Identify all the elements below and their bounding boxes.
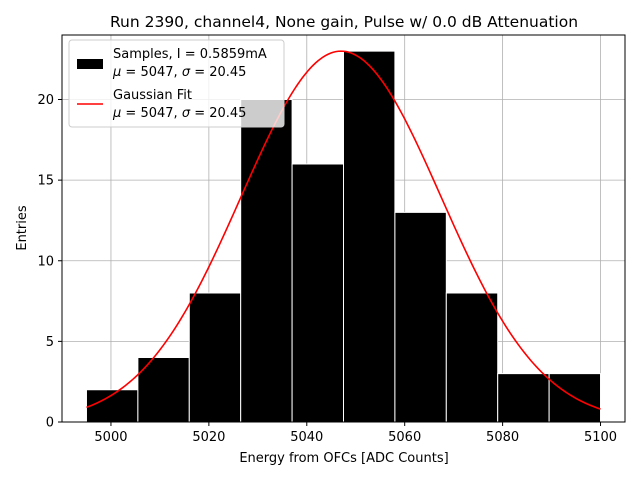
y-tick-label: 15 (37, 174, 54, 189)
histogram-bar (394, 211, 447, 423)
x-axis-label: Energy from OFCs [ADC Counts] (239, 451, 448, 466)
x-tick-label: 5060 (388, 430, 421, 445)
legend-fit-sigma-value: 20.45 (209, 106, 246, 121)
legend-fit-sigma-symbol: σ (182, 106, 191, 121)
legend-samples-sigma-symbol: σ (182, 65, 191, 80)
bars-layer (85, 50, 602, 423)
y-axis-ticks: 0 5 10 15 20 (37, 93, 62, 431)
legend: Samples, I = 0.5859mA μ = 5047, σ = 20.4… (68, 39, 285, 128)
x-tick-label: 5080 (486, 430, 519, 445)
y-axis-label: Entries (15, 205, 30, 251)
y-tick-label: 5 (46, 335, 54, 350)
x-tick-label: 5020 (192, 430, 225, 445)
legend-samples-swatch (77, 59, 103, 69)
y-tick-label: 20 (37, 93, 54, 108)
chart-title: Run 2390, channel4, None gain, Pulse w/ … (110, 13, 578, 31)
histogram-bar (497, 373, 550, 423)
histogram-bar (343, 50, 396, 423)
legend-samples-sigma-value: 20.45 (209, 65, 246, 80)
legend-samples-stats: μ = 5047, σ = 20.45 (112, 65, 246, 80)
histogram-bar (445, 292, 499, 423)
plot-frame (61, 34, 626, 423)
x-tick-label: 5000 (94, 430, 127, 445)
legend-box (68, 39, 285, 128)
legend-fit-label: Gaussian Fit (113, 88, 192, 103)
y-tick-label: 10 (37, 254, 54, 269)
histogram-bar (291, 163, 344, 423)
legend-samples-label: Samples, I = 0.5859mA (113, 47, 267, 62)
histogram-bar (188, 292, 242, 423)
gaussian-fit-curve (86, 50, 601, 410)
legend-samples-mu-value: 5047 (140, 65, 173, 80)
legend-fit-mu-symbol: μ (112, 106, 121, 121)
legend-samples-mu-symbol: μ (112, 65, 121, 80)
x-tick-label: 5100 (584, 430, 617, 445)
x-axis-ticks: 5000 5020 5040 5060 5080 5100 (94, 422, 617, 445)
y-tick-label: 0 (46, 416, 54, 431)
x-tick-label: 5040 (290, 430, 323, 445)
legend-fit-stats: μ = 5047, σ = 20.45 (112, 106, 246, 121)
histogram-bar (240, 99, 293, 423)
legend-fit-mu-value: 5047 (140, 106, 173, 121)
fit-layer (86, 50, 601, 410)
